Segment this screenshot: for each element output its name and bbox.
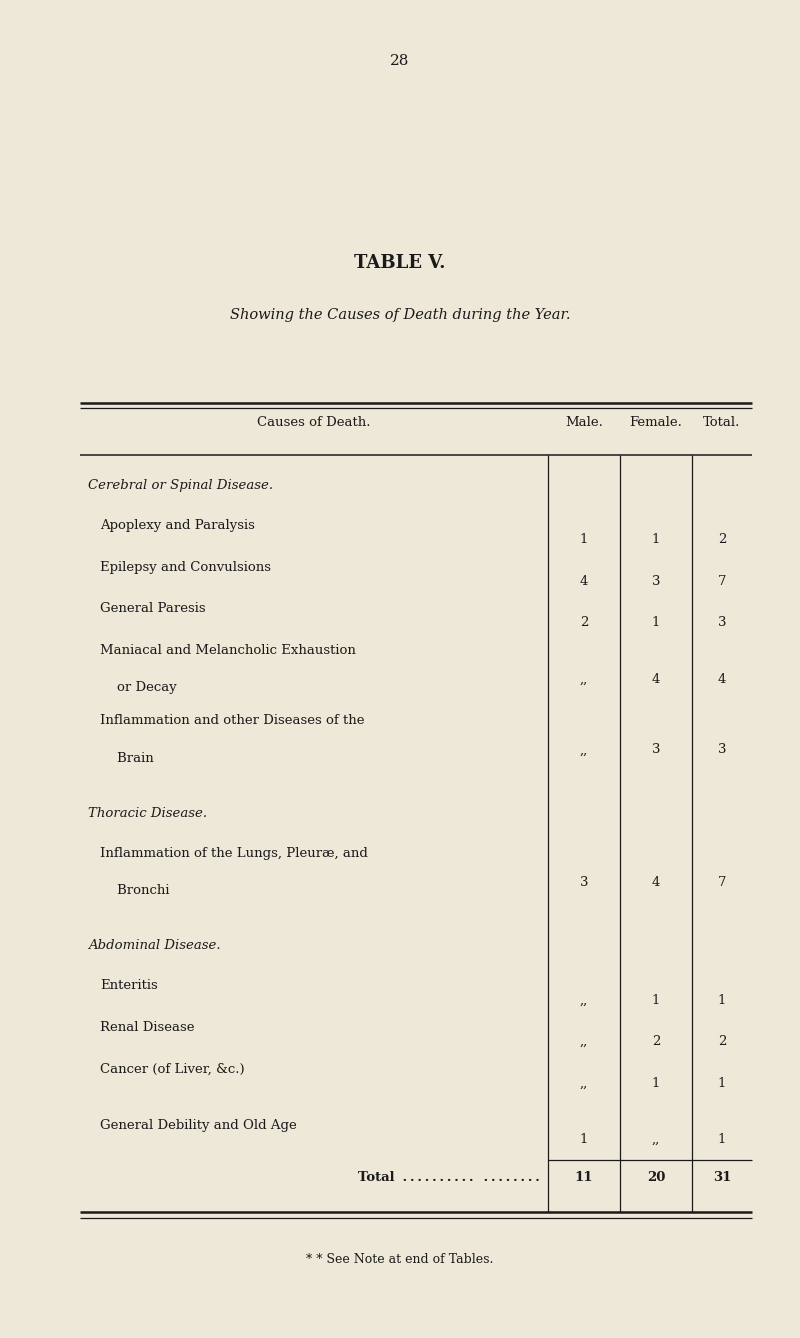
Text: 31: 31 [713, 1171, 731, 1184]
Text: 2: 2 [718, 534, 726, 546]
Text: 11: 11 [574, 1171, 594, 1184]
Text: 2: 2 [718, 1036, 726, 1048]
Text: 1: 1 [652, 994, 660, 1006]
Text: 28: 28 [390, 54, 410, 67]
Text: 4: 4 [718, 673, 726, 685]
Text: or Decay: or Decay [100, 681, 177, 694]
Text: 1: 1 [652, 1077, 660, 1089]
Text: Inflammation of the Lungs, Pleuræ, and: Inflammation of the Lungs, Pleuræ, and [100, 847, 368, 860]
Text: General Debility and Old Age: General Debility and Old Age [100, 1119, 297, 1132]
Text: 2: 2 [580, 617, 588, 629]
Text: Female.: Female. [630, 416, 682, 429]
Text: 4: 4 [652, 876, 660, 888]
Text: Brain: Brain [100, 752, 154, 765]
Text: ,,: ,, [580, 994, 588, 1006]
Text: Male.: Male. [565, 416, 603, 429]
Text: ,,: ,, [580, 1077, 588, 1089]
Text: 7: 7 [718, 575, 726, 587]
Text: 2: 2 [652, 1036, 660, 1048]
Text: ,,: ,, [580, 744, 588, 756]
Text: Showing the Causes of Death during the Year.: Showing the Causes of Death during the Y… [230, 308, 570, 321]
Text: Thoracic Disease.: Thoracic Disease. [88, 807, 207, 820]
Text: 3: 3 [580, 876, 588, 888]
Text: 20: 20 [647, 1171, 665, 1184]
Text: 4: 4 [580, 575, 588, 587]
Text: 3: 3 [652, 744, 660, 756]
Text: 3: 3 [718, 617, 726, 629]
Text: 7: 7 [718, 876, 726, 888]
Text: 1: 1 [580, 1133, 588, 1147]
Text: 1: 1 [652, 534, 660, 546]
Text: Renal Disease: Renal Disease [100, 1021, 194, 1034]
Text: General Paresis: General Paresis [100, 602, 206, 615]
Text: 1: 1 [652, 617, 660, 629]
Text: Abdominal Disease.: Abdominal Disease. [88, 939, 221, 953]
Text: Total   . . . . . . . . . .   . . . . . . . .: Total . . . . . . . . . . . . . . . . . … [358, 1171, 540, 1184]
Text: 4: 4 [652, 673, 660, 685]
Text: ,,: ,, [580, 673, 588, 685]
Text: ,,: ,, [580, 1036, 588, 1048]
Text: 3: 3 [652, 575, 660, 587]
Text: Inflammation and other Diseases of the: Inflammation and other Diseases of the [100, 714, 365, 728]
Text: 1: 1 [718, 1133, 726, 1147]
Text: Cerebral or Spinal Disease.: Cerebral or Spinal Disease. [88, 479, 273, 492]
Text: Total.: Total. [703, 416, 741, 429]
Text: 1: 1 [718, 1077, 726, 1089]
Text: Bronchi: Bronchi [100, 884, 170, 898]
Text: Causes of Death.: Causes of Death. [258, 416, 370, 429]
Text: 3: 3 [718, 744, 726, 756]
Text: Cancer (of Liver, &c.): Cancer (of Liver, &c.) [100, 1062, 245, 1076]
Text: Enteritis: Enteritis [100, 979, 158, 993]
Text: 1: 1 [718, 994, 726, 1006]
Text: Apoplexy and Paralysis: Apoplexy and Paralysis [100, 519, 255, 533]
Text: Epilepsy and Convulsions: Epilepsy and Convulsions [100, 561, 271, 574]
Text: TABLE V.: TABLE V. [354, 254, 446, 272]
Text: Maniacal and Melancholic Exhaustion: Maniacal and Melancholic Exhaustion [100, 644, 356, 657]
Text: * * See Note at end of Tables.: * * See Note at end of Tables. [306, 1252, 494, 1266]
Text: ,,: ,, [652, 1133, 660, 1147]
Text: 1: 1 [580, 534, 588, 546]
